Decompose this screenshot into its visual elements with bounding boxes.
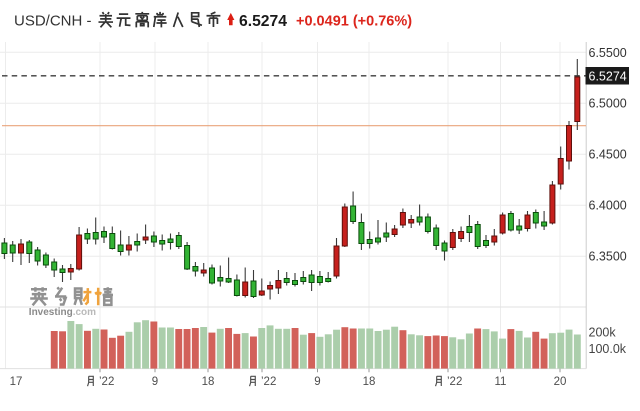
svg-text:9: 9	[314, 376, 320, 388]
svg-text:’22: ’22	[447, 376, 462, 388]
svg-text:USD/CNH -: USD/CNH -	[14, 13, 92, 30]
svg-text:’22: ’22	[261, 376, 276, 388]
svg-text:6.5500: 6.5500	[589, 46, 627, 60]
svg-text:’22: ’22	[99, 376, 114, 388]
svg-text:100.0k: 100.0k	[589, 342, 627, 356]
svg-text:11: 11	[495, 376, 507, 388]
svg-text:200k: 200k	[589, 325, 617, 339]
svg-text:+0.0491 (+0.76%): +0.0491 (+0.76%)	[296, 13, 412, 29]
svg-text:6.4500: 6.4500	[589, 148, 627, 162]
svg-text:18: 18	[363, 376, 376, 388]
svg-text:6.5274: 6.5274	[589, 69, 627, 83]
svg-text:6.4000: 6.4000	[589, 199, 627, 213]
svg-text:6.3500: 6.3500	[589, 250, 627, 264]
svg-text:18: 18	[202, 376, 215, 388]
svg-text:Investing.com: Investing.com	[29, 307, 96, 318]
svg-text:6.5000: 6.5000	[589, 97, 627, 111]
svg-text:6.5274: 6.5274	[239, 13, 287, 30]
svg-text:17: 17	[10, 376, 23, 388]
svg-text:9: 9	[152, 376, 158, 388]
svg-text:20: 20	[554, 376, 567, 388]
